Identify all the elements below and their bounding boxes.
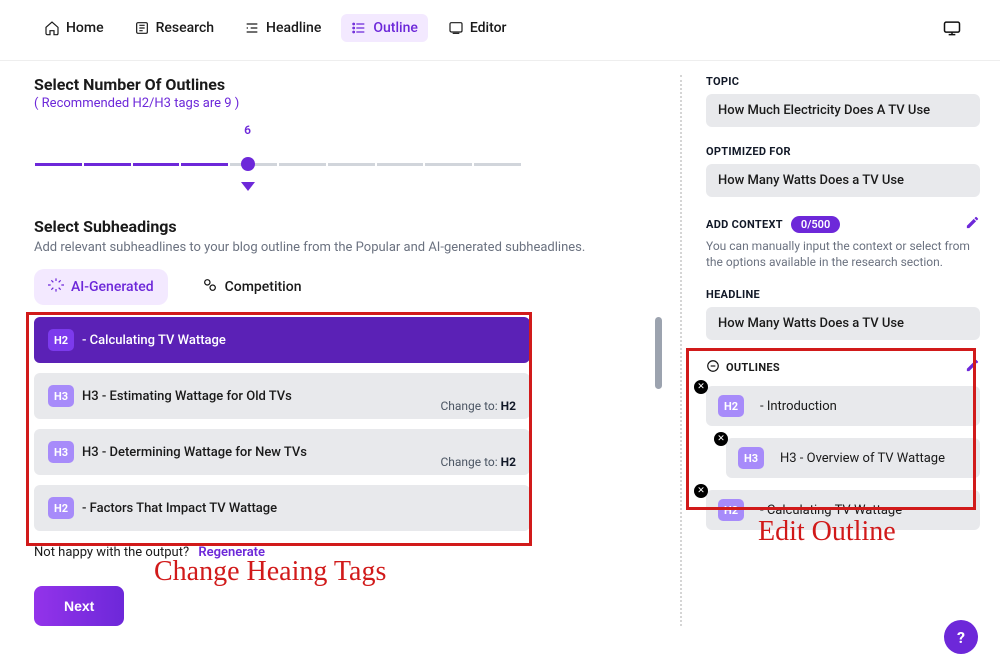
subheading-text: H3 - Determining Wattage for New TVs bbox=[82, 445, 307, 460]
outlines-label: OUTLINES bbox=[726, 361, 780, 374]
scrollbar-thumb[interactable] bbox=[655, 317, 662, 389]
outline-count-title: Select Number Of Outlines bbox=[34, 75, 662, 94]
collapse-icon[interactable] bbox=[706, 359, 720, 376]
outline-text: - Calculating TV Wattage bbox=[760, 503, 902, 518]
nav-editor-label: Editor bbox=[470, 20, 507, 36]
headline-value: How Many Watts Does a TV Use bbox=[706, 307, 980, 340]
subheading-text: H3 - Estimating Wattage for Old TVs bbox=[82, 389, 292, 404]
nav-home-label: Home bbox=[66, 20, 104, 36]
help-fab[interactable]: ? bbox=[944, 620, 978, 654]
nav-outline[interactable]: Outline bbox=[341, 14, 428, 42]
next-button[interactable]: Next bbox=[34, 586, 124, 626]
regen-prompt: Not happy with the output? bbox=[34, 545, 189, 560]
tag-badge: H2 bbox=[718, 499, 744, 521]
nav-home[interactable]: Home bbox=[34, 14, 114, 42]
tag-badge: H3 bbox=[48, 441, 74, 463]
context-label: ADD CONTEXT bbox=[706, 218, 783, 231]
subheading-card[interactable]: H3 H3 - Determining Wattage for New TVs … bbox=[34, 429, 530, 475]
subheading-card[interactable]: H2 - Factors That Impact TV Wattage bbox=[34, 485, 530, 531]
regenerate-line: Not happy with the output? Regenerate bbox=[34, 545, 662, 560]
right-panel: TOPIC How Much Electricity Does A TV Use… bbox=[680, 75, 980, 626]
subheading-card[interactable]: H2 - Calculating TV Wattage bbox=[34, 317, 530, 363]
outline-count-slider[interactable]: 6 bbox=[34, 151, 662, 181]
outline-icon bbox=[351, 20, 367, 36]
nav-research-label: Research bbox=[156, 20, 214, 36]
recommended-note: ( Recommended H2/H3 tags are 9 ) bbox=[34, 96, 662, 111]
subheading-text: - Factors That Impact TV Wattage bbox=[82, 501, 277, 516]
remove-outline-icon[interactable]: ✕ bbox=[714, 432, 728, 446]
subheading-list: H2 - Calculating TV Wattage H3 H3 - Esti… bbox=[34, 317, 544, 531]
headline-icon bbox=[244, 20, 260, 36]
tag-badge: H2 bbox=[48, 329, 74, 351]
outline-item[interactable]: ✕ H2 - Introduction bbox=[706, 386, 980, 426]
topic-label: TOPIC bbox=[706, 75, 980, 88]
outline-item[interactable]: ✕ H2 - Calculating TV Wattage bbox=[706, 490, 980, 530]
competition-icon bbox=[202, 277, 218, 297]
tab-competition[interactable]: Competition bbox=[188, 269, 316, 305]
remove-outline-icon[interactable]: ✕ bbox=[694, 380, 708, 394]
subheadings-desc: Add relevant subheadlines to your blog o… bbox=[34, 240, 662, 255]
headline-label: HEADLINE bbox=[706, 288, 980, 301]
nav-headline-label: Headline bbox=[266, 20, 321, 36]
outline-text: - Introduction bbox=[760, 399, 837, 414]
remove-outline-icon[interactable]: ✕ bbox=[694, 484, 708, 498]
subheading-card[interactable]: H3 H3 - Estimating Wattage for Old TVs C… bbox=[34, 373, 530, 419]
top-nav: Home Research Headline Outline Editor bbox=[0, 0, 1000, 61]
subheadings-title: Select Subheadings bbox=[34, 217, 662, 236]
present-icon[interactable] bbox=[938, 14, 966, 42]
topic-value: How Much Electricity Does A TV Use bbox=[706, 94, 980, 127]
home-icon bbox=[44, 20, 60, 36]
tag-badge: H2 bbox=[48, 497, 74, 519]
left-panel: Select Number Of Outlines ( Recommended … bbox=[34, 75, 662, 626]
nav-editor[interactable]: Editor bbox=[438, 14, 517, 42]
nav-research[interactable]: Research bbox=[124, 14, 224, 42]
editor-icon bbox=[448, 20, 464, 36]
edit-context-icon[interactable] bbox=[965, 215, 980, 234]
outline-item[interactable]: ✕ H3 H3 - Overview of TV Wattage bbox=[726, 438, 980, 478]
subheading-text: - Calculating TV Wattage bbox=[82, 333, 226, 348]
optimized-label: OPTIMIZED FOR bbox=[706, 145, 980, 158]
tab-ai-generated[interactable]: AI-Generated bbox=[34, 269, 168, 305]
tag-badge: H2 bbox=[718, 395, 744, 417]
regenerate-link[interactable]: Regenerate bbox=[198, 545, 265, 560]
tag-badge: H3 bbox=[48, 385, 74, 407]
tab-competition-label: Competition bbox=[225, 279, 302, 295]
change-to-hint[interactable]: Change to: H2 bbox=[440, 399, 516, 413]
change-to-hint[interactable]: Change to: H2 bbox=[440, 455, 516, 469]
slider-value: 6 bbox=[244, 123, 251, 137]
context-count-badge: 0/500 bbox=[791, 216, 840, 233]
main-area: Select Number Of Outlines ( Recommended … bbox=[0, 61, 1000, 626]
optimized-value: How Many Watts Does a TV Use bbox=[706, 164, 980, 197]
nav-headline[interactable]: Headline bbox=[234, 14, 331, 42]
tab-ai-label: AI-Generated bbox=[71, 279, 154, 295]
context-desc: You can manually input the context or se… bbox=[706, 238, 980, 270]
nav-outline-label: Outline bbox=[373, 20, 418, 36]
subheading-tabs: AI-Generated Competition bbox=[34, 269, 662, 305]
edit-outlines-icon[interactable] bbox=[965, 358, 980, 376]
research-icon bbox=[134, 20, 150, 36]
tag-badge: H3 bbox=[738, 447, 764, 469]
outline-text: H3 - Overview of TV Wattage bbox=[780, 451, 945, 466]
sparkle-icon bbox=[48, 277, 64, 297]
